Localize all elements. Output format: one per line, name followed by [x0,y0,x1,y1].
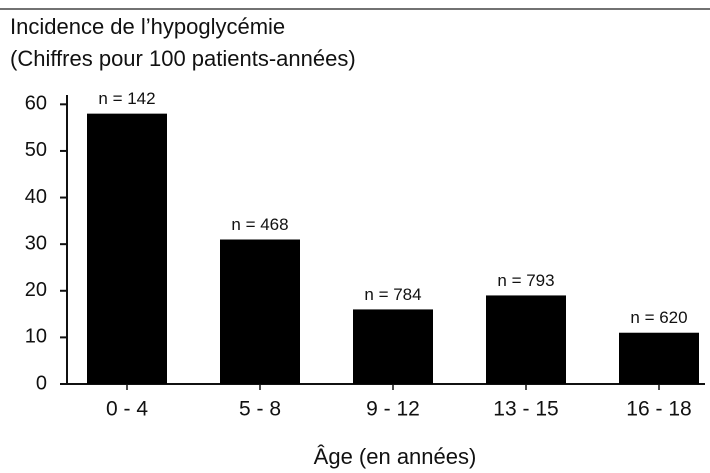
bar-annotation: n = 142 [98,89,155,108]
bar-annotation: n = 793 [497,271,554,290]
bar [220,239,300,384]
bar [353,309,433,384]
x-axis-label: Âge (en années) [314,444,477,469]
x-tick-label: 0 - 4 [106,398,148,421]
y-tick-label: 10 [25,326,47,348]
bar [87,113,167,384]
x-tick-label: 9 - 12 [366,398,420,421]
y-tick-label: 30 [25,232,47,254]
chart-subtitle: (Chiffres pour 100 patients-années) [10,46,356,71]
bar [486,295,566,384]
y-tick-label: 50 [25,139,47,161]
y-tick-label: 20 [25,279,47,301]
y-tick-label: 0 [36,372,47,394]
bar-annotation: n = 784 [364,285,421,304]
bar [619,332,699,384]
y-tick-label: 60 [25,93,47,115]
chart-title: Incidence de l’hypoglycémie [10,14,285,39]
y-tick-label: 40 [25,186,47,208]
x-tick-label: 13 - 15 [493,398,558,421]
bar-annotation: n = 620 [630,308,687,327]
x-tick-label: 5 - 8 [239,398,281,421]
x-tick-label: 16 - 18 [626,398,691,421]
bar-annotation: n = 468 [231,215,288,234]
